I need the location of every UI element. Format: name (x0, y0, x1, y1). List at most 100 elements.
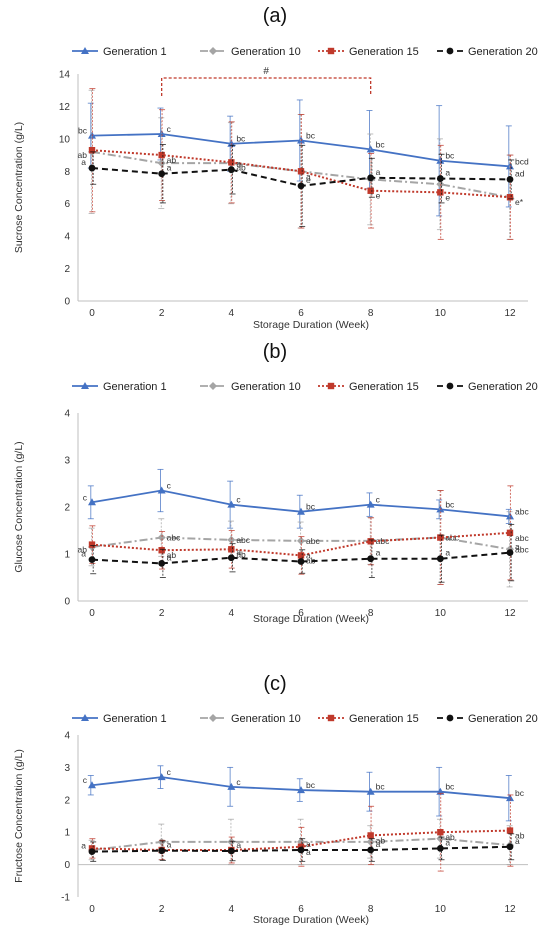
x-tick-label: 6 (298, 308, 304, 319)
y-axis-title: Fructose Concentration (g/L) (13, 749, 25, 883)
legend-label: Generation 10 (231, 713, 301, 725)
series-generation-1: c c c bc c bc abc (83, 468, 529, 529)
y-tick-label: -1 (61, 893, 70, 904)
data-point (297, 786, 305, 794)
x-tick-label: 4 (229, 608, 235, 619)
series-generation-1: c c c bc bc bc bc (83, 765, 525, 822)
x-tick-label: 12 (504, 608, 516, 619)
legend-item: Generation 15 (318, 381, 419, 393)
legend-item: Generation 15 (318, 46, 419, 58)
data-point (506, 794, 514, 802)
significance-label: ab (78, 545, 88, 555)
data-point (297, 552, 305, 559)
bracket-label: # (263, 66, 269, 77)
significance-label: e (306, 175, 311, 185)
legend-marker (81, 714, 89, 721)
data-point (506, 827, 514, 834)
legend-marker (446, 47, 454, 55)
significance-label: ab (306, 555, 316, 565)
legend-item: Generation 20 (437, 713, 538, 725)
data-point (506, 175, 514, 183)
legend-label: Generation 15 (349, 46, 419, 58)
legend-marker (446, 382, 454, 390)
legend-label: Generation 10 (231, 46, 301, 58)
data-point (227, 782, 236, 790)
y-tick-label: 14 (59, 70, 71, 81)
legend-label: Generation 1 (103, 46, 167, 58)
significance-label: bc (445, 782, 455, 792)
data-point (158, 847, 166, 855)
x-tick-label: 0 (89, 608, 95, 619)
data-point (367, 846, 375, 854)
significance-label: ab (376, 835, 386, 845)
significance-label: c (236, 777, 241, 787)
legend-label: Generation 1 (103, 713, 167, 725)
significance-label: abc (306, 536, 320, 546)
data-point (157, 486, 166, 494)
data-point (506, 843, 514, 851)
data-point (158, 151, 165, 159)
significance-label: ad (515, 168, 525, 178)
significance-label: abc (515, 544, 529, 554)
significance-label: c (376, 495, 381, 505)
significance-label: a (306, 847, 311, 857)
significance-label: ab (167, 550, 177, 560)
data-point (227, 535, 236, 544)
legend-marker (209, 382, 217, 390)
data-point (297, 168, 305, 175)
legend-marker (446, 714, 454, 722)
legend-marker (209, 714, 217, 722)
significance-label: a (376, 167, 381, 177)
data-point (367, 832, 374, 839)
significance-label: a (236, 547, 241, 557)
data-point (158, 560, 166, 567)
data-point (437, 534, 444, 541)
data-point (297, 846, 305, 854)
data-point (367, 555, 375, 563)
legend-marker (209, 47, 217, 55)
y-tick-label: 10 (59, 134, 71, 145)
significance-label: bc (78, 126, 88, 136)
x-tick-label: 4 (229, 308, 235, 319)
data-point (367, 538, 374, 545)
significance-label: e (376, 191, 381, 201)
data-point (88, 781, 96, 789)
data-point (227, 500, 236, 508)
data-point (158, 170, 166, 178)
significance-label: a (236, 840, 241, 850)
significance-label: abc (236, 535, 250, 545)
significance-label: a (515, 542, 520, 552)
significance-label: c (167, 481, 172, 491)
x-tick-label: 4 (229, 904, 235, 915)
x-tick-label: 12 (504, 904, 516, 915)
significance-label: a (236, 159, 241, 169)
x-tick-label: 2 (159, 308, 165, 319)
y-tick-label: 12 (59, 102, 71, 113)
significance-label: abc (515, 533, 529, 543)
legend-item: Generation 15 (318, 713, 419, 725)
x-tick-label: 2 (159, 608, 165, 619)
data-point (157, 533, 166, 542)
data-point (297, 558, 305, 565)
legend-label: Generation 20 (468, 46, 538, 58)
data-point (88, 164, 96, 172)
data-point (228, 159, 235, 166)
x-tick-label: 0 (89, 904, 95, 915)
y-tick-label: 2 (64, 795, 70, 806)
data-point (158, 547, 165, 554)
panel-label: (b) (263, 341, 287, 363)
significance-label: a (81, 841, 86, 851)
data-point (88, 848, 96, 856)
significance-label: bc (306, 780, 316, 790)
significance-label: a (515, 836, 520, 846)
significance-label: a (376, 548, 381, 558)
x-axis-title: Storage Duration (Week) (253, 914, 369, 926)
significance-label: ab (78, 150, 88, 160)
legend-marker (327, 382, 335, 390)
legend-label: Generation 15 (349, 381, 419, 393)
significance-label: a (445, 548, 450, 558)
panel-label: (a) (263, 5, 287, 27)
y-tick-label: 8 (64, 167, 70, 178)
